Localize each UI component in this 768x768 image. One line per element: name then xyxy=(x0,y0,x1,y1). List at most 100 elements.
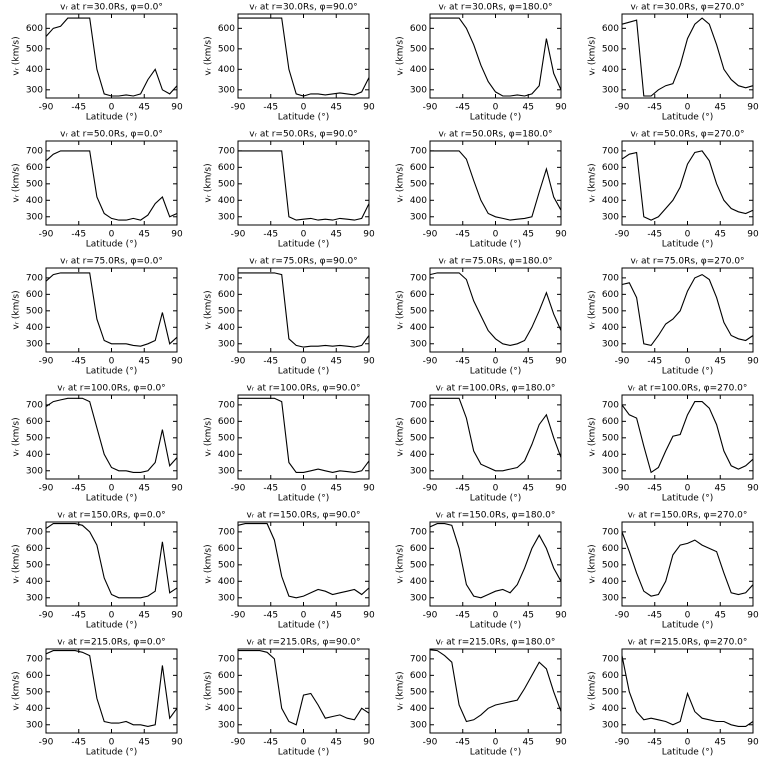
x-tick-label: -90 xyxy=(615,230,630,240)
y-tick-label: 500 xyxy=(410,433,427,443)
x-tick-label: 90 xyxy=(171,103,183,113)
y-tick-label: 700 xyxy=(410,527,427,537)
x-tick-label: -90 xyxy=(231,738,246,748)
y-tick-label: 300 xyxy=(218,720,235,730)
y-tick-label: 700 xyxy=(410,146,427,156)
x-tick-label: -45 xyxy=(71,484,86,494)
y-tick-label: 600 xyxy=(602,544,619,554)
y-tick-label: 600 xyxy=(218,417,235,427)
chart-title: vᵣ at r=150.0Rs, φ=90.0° xyxy=(246,511,360,521)
y-axis-label: vᵣ (km/s) xyxy=(588,671,598,710)
plot-frame xyxy=(621,140,754,226)
x-tick-label: 0 xyxy=(109,357,115,367)
y-tick-label: 500 xyxy=(218,560,235,570)
plot-frame xyxy=(429,521,562,607)
x-tick-label: -45 xyxy=(263,738,278,748)
x-axis-label: Latitude (°) xyxy=(662,748,713,758)
x-tick-label: 45 xyxy=(715,738,726,748)
data-line xyxy=(621,17,754,97)
y-tick-label: 400 xyxy=(410,450,427,460)
x-tick-label: -90 xyxy=(231,230,246,240)
chart-title: vᵣ at r=75.0Rs, φ=0.0° xyxy=(60,257,163,267)
x-tick-label: -45 xyxy=(71,230,86,240)
plot-frame xyxy=(429,394,562,480)
chart-title: vᵣ at r=75.0Rs, φ=270.0° xyxy=(630,257,744,267)
chart-title: vᵣ at r=100.0Rs, φ=0.0° xyxy=(57,384,165,394)
x-axis-label: Latitude (°) xyxy=(86,748,137,758)
x-tick-label: 90 xyxy=(747,103,759,113)
x-tick-label: -90 xyxy=(423,484,438,494)
y-tick-label: 400 xyxy=(602,65,619,75)
x-tick-label: 90 xyxy=(363,484,375,494)
y-tick-label: 300 xyxy=(218,85,235,95)
chart-title: vᵣ at r=50.0Rs, φ=180.0° xyxy=(438,130,552,140)
x-tick-label: 45 xyxy=(523,738,534,748)
y-tick-label: 500 xyxy=(602,44,619,54)
data-line xyxy=(621,401,754,474)
y-tick-label: 500 xyxy=(410,306,427,316)
x-tick-label: -90 xyxy=(39,611,54,621)
y-tick-label: 600 xyxy=(602,290,619,300)
data-line xyxy=(238,17,370,97)
y-tick-label: 300 xyxy=(218,466,235,476)
plot-frame xyxy=(429,140,562,226)
y-axis-label: vᵣ (km/s) xyxy=(204,290,214,329)
x-tick-label: -90 xyxy=(39,230,54,240)
x-tick-label: 90 xyxy=(747,357,759,367)
x-tick-label: 90 xyxy=(555,357,567,367)
data-line xyxy=(621,655,754,727)
y-tick-label: 500 xyxy=(26,433,43,443)
y-tick-label: 400 xyxy=(602,196,619,206)
y-tick-label: 300 xyxy=(26,720,43,730)
x-tick-label: -90 xyxy=(615,611,630,621)
x-tick-label: 0 xyxy=(685,484,691,494)
x-tick-label: 0 xyxy=(685,357,691,367)
y-tick-label: 300 xyxy=(26,593,43,603)
x-tick-label: 45 xyxy=(139,611,150,621)
plot-frame xyxy=(429,13,562,99)
data-line xyxy=(430,17,562,97)
y-axis-label: vᵣ (km/s) xyxy=(12,36,22,75)
y-tick-label: 600 xyxy=(410,290,427,300)
y-tick-label: 300 xyxy=(218,339,235,349)
y-tick-label: 400 xyxy=(218,65,235,75)
x-axis-label: Latitude (°) xyxy=(662,240,713,250)
x-axis-label: Latitude (°) xyxy=(278,113,329,123)
y-tick-label: 600 xyxy=(602,163,619,173)
y-axis-label: vᵣ (km/s) xyxy=(396,290,406,329)
x-tick-label: -45 xyxy=(71,357,86,367)
x-tick-label: 0 xyxy=(493,484,499,494)
x-tick-label: 90 xyxy=(171,484,183,494)
y-tick-label: 400 xyxy=(26,450,43,460)
x-tick-label: -45 xyxy=(455,484,470,494)
y-tick-label: 400 xyxy=(26,196,43,206)
x-tick-label: 0 xyxy=(301,611,307,621)
x-tick-label: 90 xyxy=(747,484,759,494)
x-tick-label: -45 xyxy=(263,357,278,367)
y-axis-label: vᵣ (km/s) xyxy=(588,290,598,329)
plot-frame xyxy=(621,13,754,99)
data-line xyxy=(238,272,370,348)
y-tick-label: 400 xyxy=(26,704,43,714)
x-tick-label: 45 xyxy=(715,611,726,621)
y-tick-label: 300 xyxy=(410,339,427,349)
x-tick-label: -90 xyxy=(423,611,438,621)
y-tick-label: 400 xyxy=(410,577,427,587)
x-tick-label: -45 xyxy=(647,357,662,367)
y-tick-label: 300 xyxy=(602,212,619,222)
x-tick-label: 0 xyxy=(109,738,115,748)
y-tick-label: 300 xyxy=(410,466,427,476)
y-tick-label: 300 xyxy=(602,339,619,349)
chart-title: vᵣ at r=30.0Rs, φ=90.0° xyxy=(249,3,357,13)
y-tick-label: 300 xyxy=(218,593,235,603)
x-axis-label: Latitude (°) xyxy=(278,621,329,631)
x-axis-label: Latitude (°) xyxy=(278,748,329,758)
y-tick-label: 500 xyxy=(218,44,235,54)
chart-title: vᵣ at r=100.0Rs, φ=90.0° xyxy=(246,384,360,394)
data-line xyxy=(430,397,562,472)
y-tick-label: 600 xyxy=(26,417,43,427)
x-axis-label: Latitude (°) xyxy=(470,367,521,377)
y-tick-label: 600 xyxy=(602,24,619,34)
plot-frame xyxy=(45,648,178,734)
y-tick-label: 300 xyxy=(26,212,43,222)
